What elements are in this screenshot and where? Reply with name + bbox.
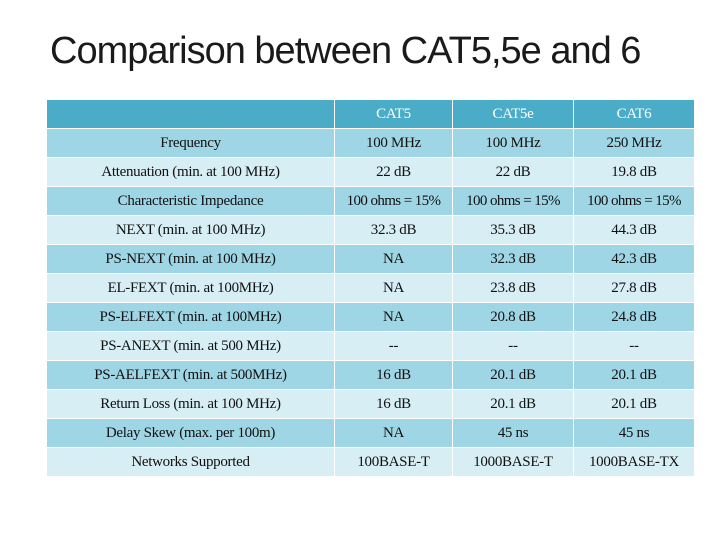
table-cell: 35.3 dB [453, 216, 574, 245]
table-row: PS-ELFEXT (min. at 100MHz) NA 20.8 dB 24… [47, 303, 695, 332]
header-cell-blank [47, 100, 335, 129]
comparison-table-container: CAT5 CAT5e CAT6 Frequency 100 MHz 100 MH… [47, 100, 695, 477]
table-cell: 1000BASE-TX [574, 448, 695, 477]
row-label: PS-ANEXT (min. at 500 MHz) [47, 332, 335, 361]
header-cell-cat5: CAT5 [335, 100, 453, 129]
row-label: Return Loss (min. at 100 MHz) [47, 390, 335, 419]
table-cell: 32.3 dB [453, 245, 574, 274]
table-cell: NA [335, 419, 453, 448]
table-cell: 20.1 dB [574, 390, 695, 419]
row-label: Attenuation (min. at 100 MHz) [47, 158, 335, 187]
header-cell-cat5e: CAT5e [453, 100, 574, 129]
table-cell: 22 dB [453, 158, 574, 187]
table-cell: 1000BASE-T [453, 448, 574, 477]
table-cell: 22 dB [335, 158, 453, 187]
table-cell: 20.1 dB [574, 361, 695, 390]
table-cell: 100 ohms = 15% [335, 187, 453, 216]
table-row: PS-ANEXT (min. at 500 MHz) -- -- -- [47, 332, 695, 361]
row-label: Frequency [47, 129, 335, 158]
header-cell-cat6: CAT6 [574, 100, 695, 129]
table-row: PS-NEXT (min. at 100 MHz) NA 32.3 dB 42.… [47, 245, 695, 274]
table-cell: 100 ohms = 15% [453, 187, 574, 216]
table-cell: NA [335, 245, 453, 274]
row-label: PS-ELFEXT (min. at 100MHz) [47, 303, 335, 332]
table-cell: 42.3 dB [574, 245, 695, 274]
table-cell: NA [335, 303, 453, 332]
table-cell: 100 MHz [335, 129, 453, 158]
row-label: Characteristic Impedance [47, 187, 335, 216]
table-cell: 45 ns [453, 419, 574, 448]
comparison-table: CAT5 CAT5e CAT6 Frequency 100 MHz 100 MH… [47, 100, 695, 477]
row-label: EL-FEXT (min. at 100MHz) [47, 274, 335, 303]
table-row: PS-AELFEXT (min. at 500MHz) 16 dB 20.1 d… [47, 361, 695, 390]
table-row: NEXT (min. at 100 MHz) 32.3 dB 35.3 dB 4… [47, 216, 695, 245]
page-title: Comparison between CAT5,5e and 6 [50, 30, 641, 72]
table-row: Delay Skew (max. per 100m) NA 45 ns 45 n… [47, 419, 695, 448]
table-row: Return Loss (min. at 100 MHz) 16 dB 20.1… [47, 390, 695, 419]
table-cell: 32.3 dB [335, 216, 453, 245]
row-label: Delay Skew (max. per 100m) [47, 419, 335, 448]
row-label: PS-AELFEXT (min. at 500MHz) [47, 361, 335, 390]
table-row: Networks Supported 100BASE-T 1000BASE-T … [47, 448, 695, 477]
table-cell: 16 dB [335, 390, 453, 419]
table-cell: 27.8 dB [574, 274, 695, 303]
row-label: Networks Supported [47, 448, 335, 477]
table-cell: 20.1 dB [453, 390, 574, 419]
table-cell: -- [335, 332, 453, 361]
table-cell: 100BASE-T [335, 448, 453, 477]
table-cell: NA [335, 274, 453, 303]
table-cell: 45 ns [574, 419, 695, 448]
table-cell: 250 MHz [574, 129, 695, 158]
table-cell: -- [574, 332, 695, 361]
table-cell: 100 ohms = 15% [574, 187, 695, 216]
table-cell: 100 MHz [453, 129, 574, 158]
table-cell: 20.8 dB [453, 303, 574, 332]
table-cell: 20.1 dB [453, 361, 574, 390]
table-row: Characteristic Impedance 100 ohms = 15% … [47, 187, 695, 216]
table-cell: -- [453, 332, 574, 361]
table-cell: 23.8 dB [453, 274, 574, 303]
table-row: Frequency 100 MHz 100 MHz 250 MHz [47, 129, 695, 158]
table-cell: 16 dB [335, 361, 453, 390]
table-header-row: CAT5 CAT5e CAT6 [47, 100, 695, 129]
table-cell: 44.3 dB [574, 216, 695, 245]
table-row: Attenuation (min. at 100 MHz) 22 dB 22 d… [47, 158, 695, 187]
row-label: NEXT (min. at 100 MHz) [47, 216, 335, 245]
table-cell: 19.8 dB [574, 158, 695, 187]
table-row: EL-FEXT (min. at 100MHz) NA 23.8 dB 27.8… [47, 274, 695, 303]
table-cell: 24.8 dB [574, 303, 695, 332]
row-label: PS-NEXT (min. at 100 MHz) [47, 245, 335, 274]
